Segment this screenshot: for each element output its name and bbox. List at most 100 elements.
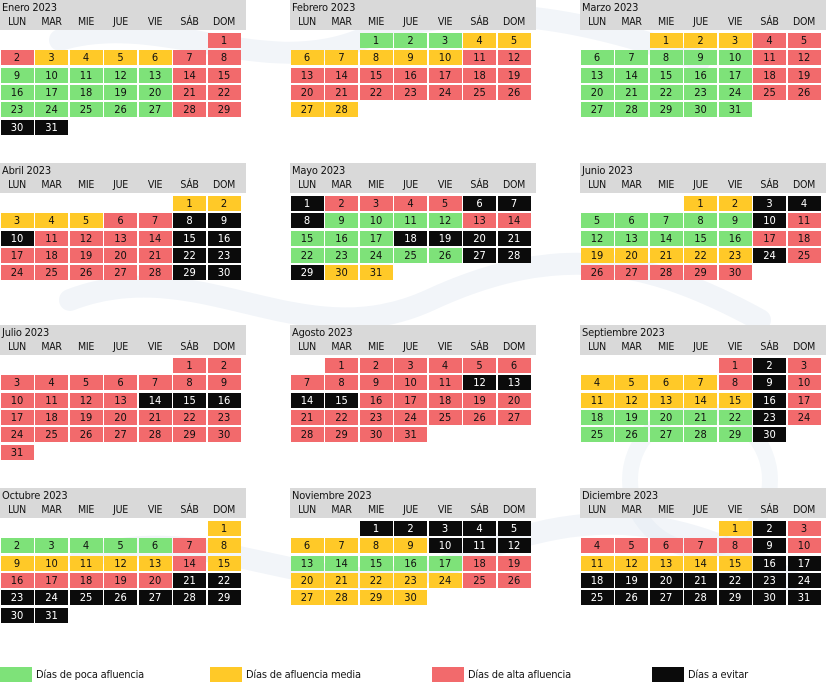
day-cell[interactable]: 15 bbox=[173, 392, 206, 408]
day-cell[interactable]: 16 bbox=[207, 230, 241, 246]
day-cell[interactable]: 16 bbox=[753, 392, 786, 408]
day-cell[interactable]: 29 bbox=[207, 102, 241, 118]
day-cell[interactable]: 9 bbox=[0, 555, 34, 571]
day-cell[interactable]: 10 bbox=[35, 67, 68, 83]
day-cell[interactable]: 5 bbox=[497, 521, 531, 536]
day-cell[interactable]: 24 bbox=[0, 427, 34, 443]
day-cell[interactable]: 2 bbox=[394, 33, 427, 48]
day-cell[interactable]: 19 bbox=[615, 409, 648, 425]
day-cell[interactable]: 5 bbox=[104, 50, 137, 66]
day-cell[interactable]: 4 bbox=[428, 358, 462, 373]
day-cell[interactable]: 25 bbox=[753, 84, 786, 100]
day-cell[interactable]: 30 bbox=[684, 102, 717, 118]
day-cell[interactable]: 25 bbox=[787, 247, 821, 263]
day-cell[interactable]: 4 bbox=[69, 538, 103, 554]
day-cell[interactable]: 15 bbox=[718, 555, 752, 571]
day-cell[interactable]: 27 bbox=[497, 409, 531, 425]
day-cell[interactable]: 29 bbox=[173, 265, 206, 281]
day-cell[interactable]: 14 bbox=[649, 230, 683, 246]
day-cell[interactable]: 7 bbox=[325, 50, 358, 66]
day-cell[interactable]: 13 bbox=[580, 67, 614, 83]
day-cell[interactable]: 30 bbox=[753, 590, 786, 606]
day-cell[interactable]: 17 bbox=[35, 84, 68, 100]
day-cell[interactable]: 10 bbox=[787, 538, 821, 554]
day-cell[interactable]: 23 bbox=[753, 409, 786, 425]
day-cell[interactable]: 25 bbox=[35, 427, 68, 443]
day-cell[interactable]: 7 bbox=[684, 375, 717, 391]
day-cell[interactable]: 3 bbox=[787, 521, 821, 536]
day-cell[interactable]: 3 bbox=[35, 538, 68, 554]
day-cell[interactable]: 1 bbox=[649, 33, 683, 48]
day-cell[interactable]: 14 bbox=[138, 392, 172, 408]
day-cell[interactable]: 4 bbox=[69, 50, 103, 66]
day-cell[interactable]: 27 bbox=[649, 427, 683, 443]
day-cell[interactable]: 15 bbox=[207, 67, 241, 83]
day-cell[interactable]: 5 bbox=[104, 538, 137, 554]
day-cell[interactable]: 21 bbox=[497, 230, 531, 246]
day-cell[interactable]: 9 bbox=[207, 375, 241, 391]
day-cell[interactable]: 29 bbox=[718, 427, 752, 443]
day-cell[interactable]: 12 bbox=[428, 213, 462, 229]
day-cell[interactable]: 10 bbox=[359, 213, 393, 229]
day-cell[interactable]: 27 bbox=[290, 590, 324, 606]
day-cell[interactable]: 26 bbox=[615, 590, 648, 606]
day-cell[interactable]: 8 bbox=[649, 50, 683, 66]
day-cell[interactable]: 17 bbox=[787, 392, 821, 408]
day-cell[interactable]: 21 bbox=[173, 572, 206, 588]
day-cell[interactable]: 29 bbox=[684, 265, 717, 281]
day-cell[interactable]: 21 bbox=[684, 572, 717, 588]
day-cell[interactable]: 23 bbox=[394, 84, 427, 100]
day-cell[interactable]: 9 bbox=[394, 50, 427, 66]
day-cell[interactable]: 14 bbox=[684, 555, 717, 571]
day-cell[interactable]: 3 bbox=[0, 213, 34, 229]
day-cell[interactable]: 9 bbox=[0, 67, 34, 83]
day-cell[interactable]: 19 bbox=[104, 84, 137, 100]
day-cell[interactable]: 9 bbox=[684, 50, 717, 66]
day-cell[interactable]: 21 bbox=[325, 84, 358, 100]
day-cell[interactable]: 26 bbox=[69, 265, 103, 281]
day-cell[interactable]: 13 bbox=[649, 555, 683, 571]
day-cell[interactable]: 23 bbox=[718, 247, 752, 263]
day-cell[interactable]: 21 bbox=[173, 84, 206, 100]
day-cell[interactable]: 27 bbox=[463, 247, 496, 263]
day-cell[interactable]: 5 bbox=[69, 213, 103, 229]
day-cell[interactable]: 1 bbox=[718, 521, 752, 536]
day-cell[interactable]: 16 bbox=[359, 392, 393, 408]
day-cell[interactable]: 22 bbox=[718, 572, 752, 588]
day-cell[interactable]: 8 bbox=[718, 538, 752, 554]
day-cell[interactable]: 6 bbox=[580, 50, 614, 66]
day-cell[interactable]: 26 bbox=[463, 409, 496, 425]
day-cell[interactable]: 17 bbox=[394, 392, 427, 408]
day-cell[interactable]: 5 bbox=[615, 538, 648, 554]
day-cell[interactable]: 24 bbox=[0, 265, 34, 281]
day-cell[interactable]: 4 bbox=[394, 196, 427, 211]
day-cell[interactable]: 1 bbox=[359, 33, 393, 48]
day-cell[interactable]: 24 bbox=[359, 247, 393, 263]
day-cell[interactable]: 22 bbox=[173, 247, 206, 263]
day-cell[interactable]: 3 bbox=[787, 358, 821, 373]
day-cell[interactable]: 1 bbox=[173, 196, 206, 211]
day-cell[interactable]: 27 bbox=[138, 590, 172, 606]
day-cell[interactable]: 31 bbox=[0, 444, 34, 460]
day-cell[interactable]: 15 bbox=[207, 555, 241, 571]
day-cell[interactable]: 1 bbox=[207, 33, 241, 48]
day-cell[interactable]: 28 bbox=[173, 590, 206, 606]
day-cell[interactable]: 10 bbox=[718, 50, 752, 66]
day-cell[interactable]: 29 bbox=[290, 265, 324, 281]
day-cell[interactable]: 31 bbox=[718, 102, 752, 118]
day-cell[interactable]: 23 bbox=[753, 572, 786, 588]
day-cell[interactable]: 13 bbox=[290, 555, 324, 571]
day-cell[interactable]: 11 bbox=[69, 555, 103, 571]
day-cell[interactable]: 4 bbox=[35, 213, 68, 229]
day-cell[interactable]: 22 bbox=[649, 84, 683, 100]
day-cell[interactable]: 25 bbox=[69, 102, 103, 118]
day-cell[interactable]: 6 bbox=[138, 50, 172, 66]
day-cell[interactable]: 28 bbox=[649, 265, 683, 281]
day-cell[interactable]: 2 bbox=[207, 196, 241, 211]
day-cell[interactable]: 29 bbox=[649, 102, 683, 118]
day-cell[interactable]: 18 bbox=[428, 392, 462, 408]
day-cell[interactable]: 6 bbox=[649, 375, 683, 391]
day-cell[interactable]: 22 bbox=[359, 84, 393, 100]
day-cell[interactable]: 19 bbox=[69, 247, 103, 263]
day-cell[interactable]: 9 bbox=[359, 375, 393, 391]
